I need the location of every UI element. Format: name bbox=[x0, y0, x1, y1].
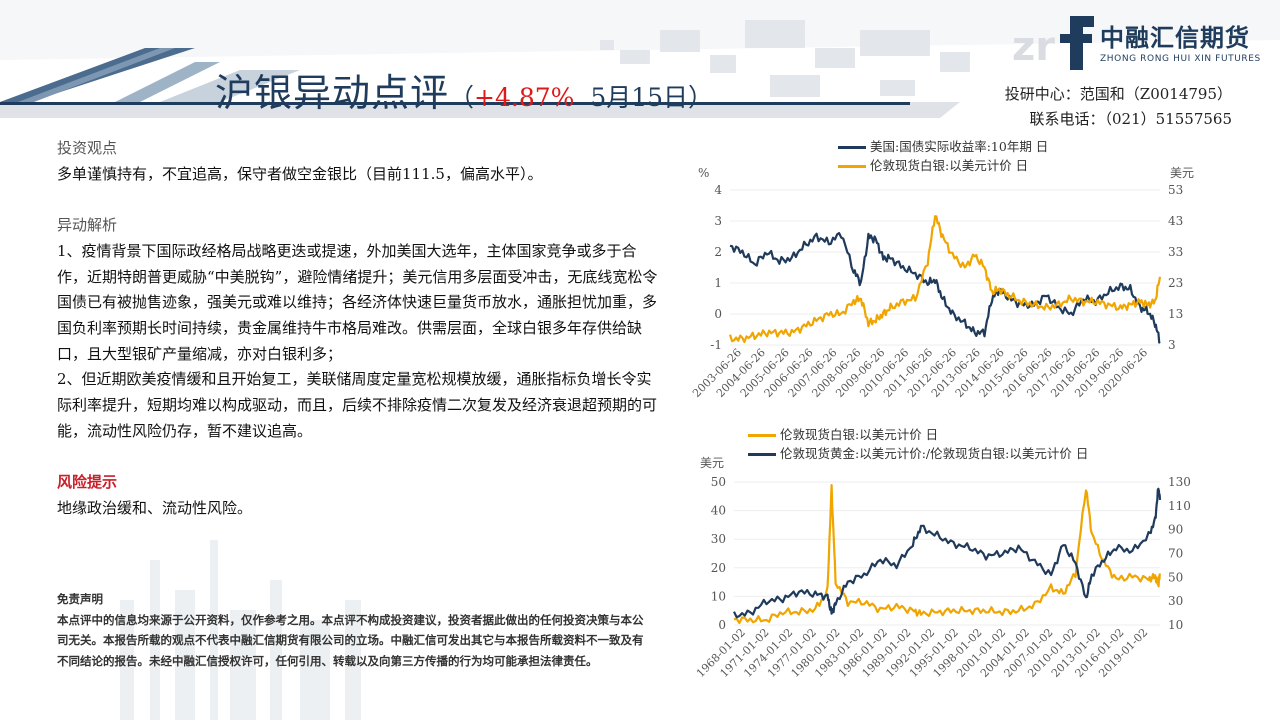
chart1-legend-swatch-2 bbox=[838, 165, 866, 168]
title-close-paren: ） bbox=[688, 83, 714, 112]
chart1-series-1-line bbox=[729, 232, 1161, 344]
chart2-silver-gold-ratio: 5040302010013011090705030101968-01-02197… bbox=[694, 475, 1191, 680]
svg-text:zr: zr bbox=[1012, 24, 1055, 70]
chart1-legend-swatch-1 bbox=[838, 146, 866, 149]
chart1-right-tick: 13 bbox=[1168, 307, 1183, 321]
chart2-left-tick: 40 bbox=[711, 504, 726, 518]
chart2-legend-swatch-1 bbox=[748, 434, 776, 437]
chart1-right-tick: 33 bbox=[1168, 245, 1183, 259]
chart1-right-tick: 53 bbox=[1168, 183, 1183, 197]
title-main: 沪银异动点评 bbox=[215, 71, 450, 115]
chart1-left-tick: 2 bbox=[714, 245, 722, 259]
world-map-pattern bbox=[600, 20, 970, 97]
risk-heading: 风险提示 bbox=[57, 473, 118, 492]
chart2-series-2-line bbox=[733, 487, 1162, 619]
chart1-left-tick: -1 bbox=[710, 338, 722, 352]
chart1-right-tick: 3 bbox=[1168, 338, 1176, 352]
chart1-right-unit: 美元 bbox=[1170, 166, 1195, 180]
analysis-heading: 异动解析 bbox=[57, 216, 118, 235]
main-content: 投资观点 多单谨慎持有，不宜追高，保守者做空金银比（目前111.5，偏高水平）。… bbox=[57, 136, 662, 522]
chart2-right-tick: 110 bbox=[1168, 499, 1191, 513]
chart2-right-tick: 50 bbox=[1168, 570, 1183, 584]
analyst-line: 投研中心：范国和（Z0014795） bbox=[1004, 85, 1232, 103]
chart1-series-2-line bbox=[728, 215, 1162, 344]
analysis-paragraph-2: 2、但近期欧美疫情缓和且开始复工，美联储周度定量宽松规模放缓，通胀指标负增长令实… bbox=[57, 370, 658, 440]
title-open-paren: （ bbox=[449, 83, 475, 112]
chart2-left-tick: 50 bbox=[711, 475, 726, 489]
chart1-legend: 美国:国债实际收益率:10年期 日 伦敦现货白银:以美元计价 日 bbox=[838, 136, 1048, 174]
chart1-left-tick: 3 bbox=[714, 214, 722, 228]
chart2-right-tick: 10 bbox=[1168, 618, 1183, 632]
chart2-left-tick: 0 bbox=[718, 618, 726, 632]
chart1-legend-item-2: 伦敦现货白银:以美元计价 日 bbox=[838, 155, 1048, 174]
chart1-left-tick: 4 bbox=[714, 183, 722, 197]
chart2-right-tick: 90 bbox=[1168, 523, 1183, 537]
chart2-legend-item-1: 伦敦现货白银:以美元计价 日 bbox=[748, 424, 1088, 443]
chart2-legend-item-2: 伦敦现货黄金:以美元计价:/伦敦现货白银:以美元计价 日 bbox=[748, 443, 1088, 462]
risk-text: 地缘政治缓和、流动性风险。 bbox=[57, 498, 253, 517]
chart2-series-1-line bbox=[733, 484, 1162, 625]
chart2-right-tick: 30 bbox=[1168, 594, 1183, 608]
disclaimer: 免责声明 本点评中的信息均来源于公开资料，仅作参考之用。本点评不构成投资建议，投… bbox=[57, 589, 647, 671]
view-text: 多单谨慎持有，不宜追高，保守者做空金银比（目前111.5，偏高水平）。 bbox=[57, 164, 543, 183]
chart1-right-tick: 43 bbox=[1168, 214, 1183, 228]
title-change: +4.87% bbox=[474, 83, 575, 112]
chart2-legend: 伦敦现货白银:以美元计价 日 伦敦现货黄金:以美元计价:/伦敦现货白银:以美元计… bbox=[748, 424, 1088, 462]
chart2-left-tick: 20 bbox=[711, 561, 726, 575]
chart2-legend-swatch-2 bbox=[748, 453, 776, 456]
skyline-decoration bbox=[120, 540, 361, 720]
chart1-left-unit: % bbox=[698, 166, 710, 180]
zrhx-f-logo-icon: zr bbox=[1012, 16, 1094, 70]
chart1-right-tick: 23 bbox=[1168, 276, 1183, 290]
chart1-real-yield-silver: 43210-1534333231332003-06-262004-06-2620… bbox=[690, 183, 1183, 400]
title-date: 5月15日 bbox=[590, 83, 689, 112]
disclaimer-text: 本点评中的信息均来源于公开资料，仅作参考之用。本点评不构成投资建议，投资者据此做… bbox=[57, 612, 644, 668]
analysis-paragraph-1: 1、疫情背景下国际政经格局战略更迭或提速，外加美国大选年，主体国家竞争或多于合作… bbox=[57, 241, 658, 363]
chart2-right-tick: 130 bbox=[1168, 475, 1191, 489]
view-heading: 投资观点 bbox=[57, 139, 118, 157]
chart2-left-tick: 30 bbox=[711, 532, 726, 546]
chart1-left-tick: 0 bbox=[714, 307, 722, 321]
page-title: 沪银异动点评（+4.87% 5月15日） bbox=[215, 62, 713, 117]
disclaimer-heading: 免责声明 bbox=[57, 592, 103, 606]
chart2-left-tick: 10 bbox=[711, 589, 726, 603]
contact-info: 投研中心：范国和（Z0014795） 联系电话：（021）51557565 bbox=[1005, 82, 1232, 132]
logo-cn-name: 中融汇信期货 bbox=[1100, 24, 1250, 52]
phone-line: 联系电话：（021）51557565 bbox=[1029, 110, 1232, 128]
chart1-left-tick: 1 bbox=[714, 276, 722, 290]
chart2-right-tick: 70 bbox=[1168, 547, 1183, 561]
chart2-left-unit: 美元 bbox=[700, 456, 725, 470]
chart1-legend-item-1: 美国:国债实际收益率:10年期 日 bbox=[838, 136, 1048, 155]
company-logo: zr 中融汇信期货 ZHONG RONG HUI XIN FUTURES bbox=[1012, 12, 1277, 72]
logo-en-name: ZHONG RONG HUI XIN FUTURES bbox=[1100, 54, 1261, 64]
